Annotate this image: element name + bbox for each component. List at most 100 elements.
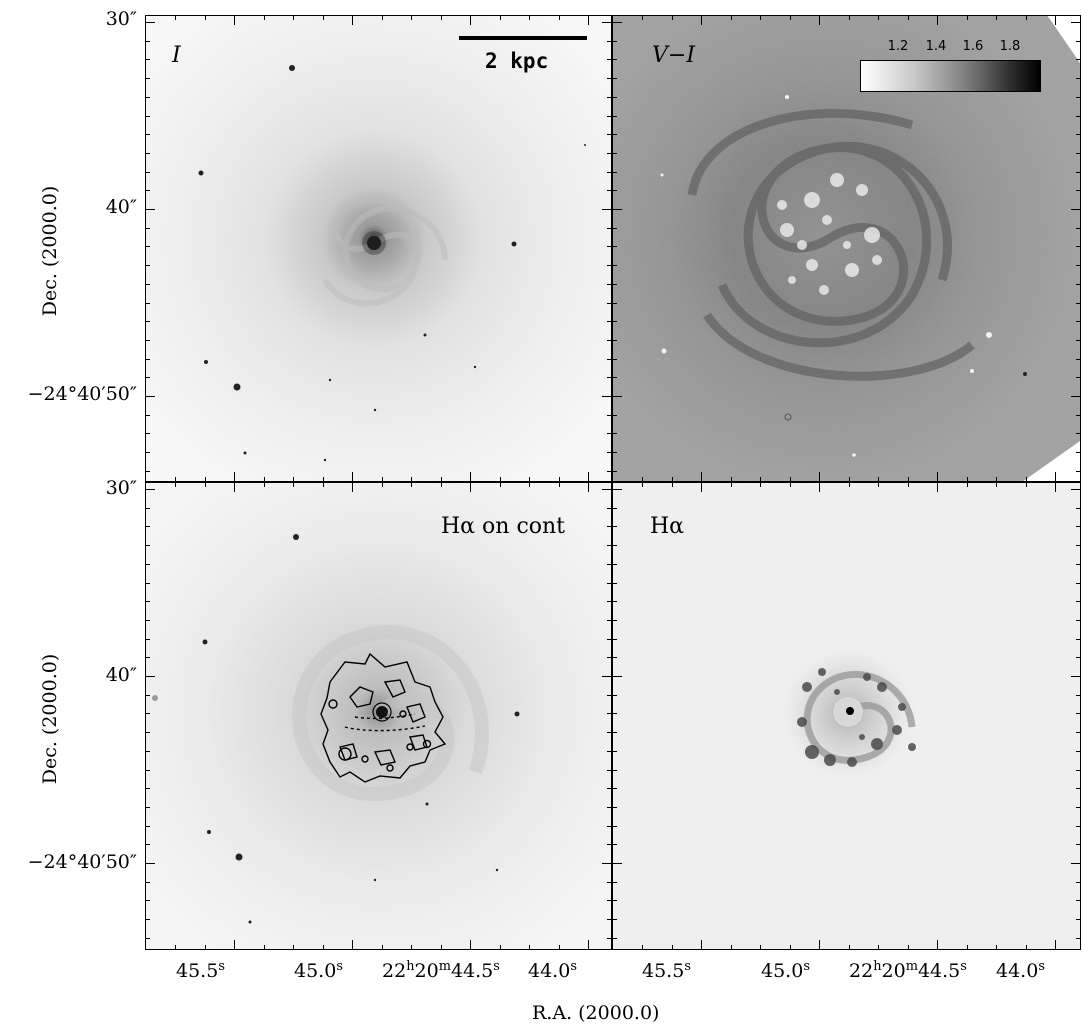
- axis-tick: [701, 15, 702, 25]
- axis-tick: [1076, 657, 1081, 659]
- axis-tick: [529, 15, 530, 20]
- axis-tick: [907, 477, 909, 482]
- axis-tick: [588, 482, 589, 492]
- axis-tick: [1076, 339, 1081, 341]
- axis-tick: [612, 769, 617, 771]
- colorbar-tick: 1.6: [962, 39, 984, 54]
- axis-tick: [612, 452, 617, 454]
- x-tick-label: 45.5s: [642, 958, 691, 982]
- axis-tick: [642, 15, 643, 20]
- axis-tick: [411, 15, 412, 20]
- axis-tick: [145, 713, 150, 715]
- y-tick-label: 40″: [105, 664, 137, 686]
- axis-tick: [612, 788, 617, 790]
- axis-tick: [966, 477, 968, 482]
- axis-tick: [1076, 190, 1081, 192]
- axis-tick: [607, 339, 612, 341]
- axis-tick: [145, 414, 150, 416]
- axis-tick: [612, 638, 617, 640]
- axis-tick: [907, 15, 909, 20]
- axis-tick: [175, 477, 176, 482]
- panel-label: V−I: [652, 43, 696, 68]
- axis-tick: [1076, 507, 1081, 509]
- axis-tick: [607, 321, 612, 323]
- panel-label: Hα on cont: [441, 514, 566, 539]
- axis-tick: [612, 619, 617, 621]
- axis-tick: [612, 937, 617, 939]
- axis-tick: [1076, 619, 1081, 621]
- axis-tick: [642, 482, 643, 487]
- axis-tick: [145, 545, 150, 547]
- axis-tick: [1076, 470, 1081, 472]
- axis-tick: [145, 302, 150, 304]
- axis-tick: [234, 15, 235, 25]
- axis-tick: [588, 940, 589, 950]
- axis-tick: [612, 115, 617, 117]
- axis-tick: [322, 945, 324, 950]
- axis-tick: [322, 15, 324, 20]
- axis-tick: [607, 190, 612, 192]
- axis-tick: [558, 945, 560, 950]
- axis-tick: [1076, 750, 1081, 752]
- axis-tick: [145, 470, 150, 472]
- axis-tick: [607, 40, 612, 42]
- axis-tick: [819, 940, 820, 950]
- axis-tick: [322, 482, 324, 487]
- axis-tick: [607, 470, 612, 472]
- axis-tick: [819, 482, 820, 492]
- scale-bar: [459, 36, 587, 40]
- axis-tick: [607, 619, 612, 621]
- axis-tick: [145, 844, 150, 846]
- axis-tick: [607, 638, 612, 640]
- axis-tick: [145, 638, 150, 640]
- axis-tick: [607, 414, 612, 416]
- halpha-image: [612, 482, 1080, 949]
- axis-tick: [607, 265, 612, 267]
- axis-tick: [612, 246, 617, 248]
- axis-tick: [381, 482, 383, 487]
- y-tick-label: 30″: [105, 8, 137, 30]
- axis-tick: [588, 15, 589, 25]
- axis-tick: [996, 945, 997, 950]
- axis-tick: [411, 477, 412, 482]
- axis-tick: [411, 482, 412, 487]
- axis-tick: [612, 78, 617, 80]
- axis-tick: [607, 788, 612, 790]
- axis-tick: [145, 769, 150, 771]
- axis-tick: [145, 22, 155, 23]
- axis-tick: [602, 209, 612, 210]
- axis-tick: [499, 945, 501, 950]
- axis-tick: [789, 482, 791, 487]
- axis-tick: [1076, 414, 1081, 416]
- axis-tick: [145, 507, 150, 509]
- axis-tick: [607, 78, 612, 80]
- axis-tick: [1071, 863, 1081, 864]
- axis-tick: [607, 732, 612, 734]
- axis-tick: [440, 477, 442, 482]
- axis-tick: [145, 283, 150, 285]
- axis-tick: [558, 477, 560, 482]
- axis-tick: [602, 22, 612, 23]
- axis-tick: [145, 134, 150, 136]
- axis-tick: [558, 482, 560, 487]
- axis-tick: [1055, 482, 1056, 492]
- axis-tick: [499, 477, 501, 482]
- axis-tick: [607, 115, 612, 117]
- axis-tick: [263, 482, 265, 487]
- axis-tick: [671, 945, 673, 950]
- axis-tick: [145, 171, 150, 173]
- axis-tick: [470, 940, 471, 950]
- axis-tick: [1076, 171, 1081, 173]
- axis-tick: [499, 15, 501, 20]
- axis-tick: [234, 482, 235, 492]
- halpha-image-panel: Hα: [612, 482, 1080, 949]
- axis-tick: [293, 945, 294, 950]
- colorbar-tick: 1.2: [887, 39, 909, 54]
- axis-tick: [204, 477, 206, 482]
- axis-tick: [145, 657, 150, 659]
- axis-tick: [1076, 246, 1081, 248]
- axis-tick: [612, 302, 617, 304]
- axis-tick: [612, 526, 617, 528]
- axis-tick: [848, 477, 850, 482]
- axis-tick: [607, 750, 612, 752]
